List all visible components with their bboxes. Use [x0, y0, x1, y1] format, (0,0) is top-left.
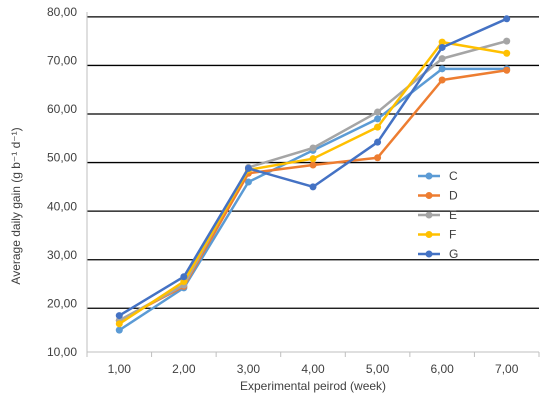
y-tick-label: 40,00 — [47, 199, 77, 213]
legend-swatch-marker — [425, 231, 433, 238]
data-point-D — [374, 154, 382, 162]
legend-label: E — [449, 208, 457, 222]
data-point-G — [309, 183, 317, 191]
legend-item-C: C — [418, 169, 458, 183]
data-point-F — [309, 155, 317, 163]
legend-label: F — [449, 228, 456, 242]
x-tick-label: 6,00 — [430, 362, 454, 376]
legend-label: G — [449, 247, 458, 261]
data-point-C — [438, 65, 446, 73]
y-tick-label: 10,00 — [47, 345, 77, 359]
x-axis-label: Experimental peirod (week) — [240, 379, 386, 393]
legend-swatch-marker — [425, 172, 433, 180]
y-tick-label: 30,00 — [47, 248, 77, 262]
legend-item-F: F — [418, 228, 456, 242]
x-tick-label: 7,00 — [495, 362, 519, 376]
x-axis-ticks — [86, 352, 540, 357]
series-layer — [115, 15, 511, 334]
data-point-F — [438, 38, 446, 46]
data-point-F — [180, 278, 188, 286]
data-point-E — [438, 55, 446, 63]
legend-label: C — [449, 169, 458, 183]
data-point-F — [503, 49, 511, 57]
data-point-C — [115, 326, 123, 334]
series-G — [115, 15, 511, 320]
data-point-D — [309, 161, 317, 169]
y-axis-tick-labels: 10,00 20,00 30,00 40,00 50,00 60,00 70,00 80,00 — [47, 5, 77, 359]
y-tick-label: 20,00 — [47, 296, 77, 310]
data-point-E — [309, 144, 317, 152]
legend-swatch-marker — [425, 250, 433, 258]
x-tick-label: 5,00 — [366, 362, 390, 376]
data-point-G — [438, 43, 446, 51]
data-point-G — [115, 312, 123, 320]
x-tick-label: 3,00 — [237, 362, 261, 376]
data-point-G — [244, 164, 252, 172]
data-point-C — [374, 115, 382, 123]
data-point-G — [180, 273, 188, 281]
data-point-G — [374, 138, 382, 146]
data-point-G — [503, 15, 511, 23]
x-tick-label: 4,00 — [301, 362, 325, 376]
data-point-F — [374, 123, 382, 131]
legend-label: D — [449, 189, 458, 203]
y-tick-label: 80,00 — [47, 5, 77, 19]
y-tick-label: 50,00 — [47, 151, 77, 165]
x-axis-tick-labels: 1,00 2,00 3,00 4,00 5,00 6,00 7,00 — [108, 362, 519, 376]
gridlines — [87, 16, 539, 309]
y-tick-label: 70,00 — [47, 54, 77, 68]
x-tick-label: 1,00 — [108, 362, 132, 376]
y-tick-label: 60,00 — [47, 102, 77, 116]
legend-swatch-marker — [425, 211, 433, 219]
legend-item-D: D — [418, 189, 458, 203]
data-point-D — [503, 66, 511, 74]
legend-swatch-marker — [425, 192, 433, 199]
y-axis-label: Average daily gain (g b⁻¹ d⁻¹) — [9, 127, 23, 284]
data-point-E — [374, 108, 382, 116]
data-point-E — [503, 37, 511, 45]
x-tick-label: 2,00 — [172, 362, 196, 376]
legend-item-G: G — [418, 247, 458, 261]
data-point-C — [244, 178, 252, 186]
legend-item-E: E — [418, 208, 457, 222]
data-point-D — [438, 76, 446, 84]
data-point-F — [115, 320, 123, 328]
